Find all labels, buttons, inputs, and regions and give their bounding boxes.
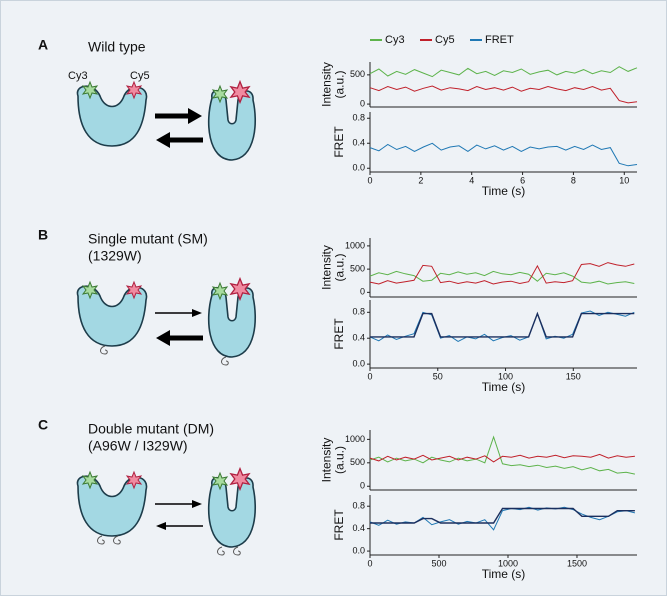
- trace: [369, 262, 635, 285]
- x-axis-label: Time (s): [482, 184, 526, 198]
- y-axis-label: (a.u.): [333, 446, 347, 474]
- y-tick-label: 0: [360, 481, 365, 491]
- x-tick-label: 0: [367, 558, 372, 568]
- trace: [369, 142, 638, 167]
- x-tick-label: 4: [469, 175, 474, 185]
- panel-subtitle: (1329W): [88, 248, 142, 264]
- y-axis-label: (a.u.): [333, 253, 347, 281]
- panel-letter: A: [38, 37, 48, 53]
- panel-title: Double mutant (DM): [88, 421, 214, 437]
- x-tick-label: 500: [431, 558, 446, 568]
- x-tick-label: 10: [619, 175, 629, 185]
- y-axis-label: Intensity: [320, 62, 334, 107]
- y-tick-label: 0.0: [352, 358, 365, 368]
- trace: [370, 311, 635, 338]
- x-tick-label: 50: [433, 371, 443, 381]
- trace: [369, 66, 638, 78]
- y-tick-label: 500: [350, 457, 365, 467]
- legend-label: Cy5: [435, 34, 455, 46]
- legend-label: FRET: [485, 34, 514, 46]
- y-tick-label: 0.4: [352, 333, 365, 343]
- panel-letter: C: [38, 417, 48, 433]
- panel-subtitle: (A96W / I329W): [88, 438, 188, 454]
- x-tick-label: 2: [418, 175, 423, 185]
- diagram-c: [76, 467, 257, 556]
- x-tick-label: 6: [520, 175, 525, 185]
- panel-title: Single mutant (SM): [88, 231, 208, 247]
- y-tick-label: 0.0: [352, 163, 365, 173]
- dye-label: Cy3: [68, 70, 88, 82]
- x-tick-label: 150: [566, 371, 581, 381]
- y-tick-label: 500: [350, 69, 365, 79]
- y-tick-label: 0.4: [352, 523, 365, 533]
- x-tick-label: 8: [571, 175, 576, 185]
- y-axis-label: FRET: [332, 318, 346, 350]
- x-tick-label: 0: [367, 175, 372, 185]
- x-axis-label: Time (s): [482, 380, 526, 394]
- y-tick-label: 0: [360, 98, 365, 108]
- y-tick-label: 500: [350, 264, 365, 274]
- x-tick-label: 1500: [567, 558, 587, 568]
- y-axis-label: (a.u.): [333, 70, 347, 98]
- panel-title: Wild type: [88, 39, 146, 55]
- y-tick-label: 0.8: [352, 501, 365, 511]
- dye-label: Cy5: [130, 70, 150, 82]
- y-tick-label: 1000: [345, 434, 365, 444]
- x-tick-label: 100: [498, 371, 513, 381]
- trace: [369, 453, 635, 463]
- y-axis-label: Intensity: [320, 438, 334, 483]
- x-axis-label: Time (s): [482, 567, 526, 581]
- legend-label: Cy3: [385, 34, 405, 46]
- x-tick-label: 0: [367, 371, 372, 381]
- y-axis-label: Intensity: [320, 245, 334, 290]
- panel-letter: B: [38, 227, 48, 243]
- y-tick-label: 0.8: [352, 113, 365, 123]
- trace: [369, 270, 635, 285]
- y-axis-label: FRET: [332, 126, 346, 158]
- y-tick-label: 0.0: [352, 545, 365, 555]
- trace: [369, 85, 638, 104]
- y-tick-label: 0: [360, 287, 365, 297]
- trace: [370, 507, 635, 524]
- y-tick-label: 0.4: [352, 138, 365, 148]
- y-axis-label: FRET: [332, 509, 346, 541]
- diagram-b: [76, 277, 257, 366]
- x-tick-label: 1000: [498, 558, 518, 568]
- diagram-a: [76, 80, 257, 161]
- y-tick-label: 0.8: [352, 307, 365, 317]
- y-tick-label: 1000: [345, 240, 365, 250]
